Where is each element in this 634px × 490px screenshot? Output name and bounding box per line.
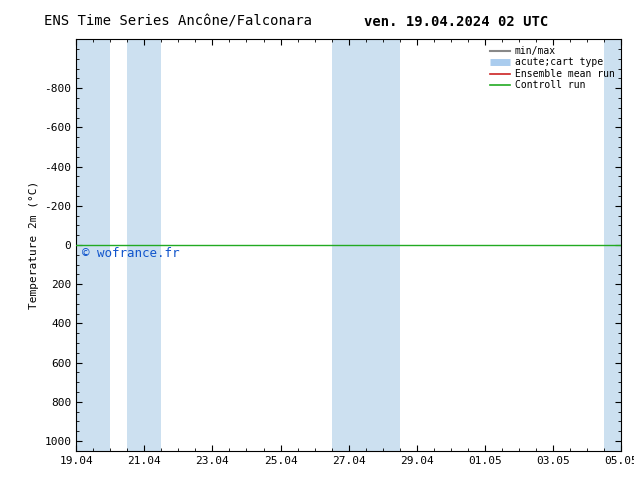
Bar (127, 39, 161, 451)
Bar (604, 39, 621, 451)
Text: ENS Time Series Ancône/Falconara: ENS Time Series Ancône/Falconara (44, 15, 311, 29)
Text: ven. 19.04.2024 02 UTC: ven. 19.04.2024 02 UTC (365, 15, 548, 29)
Bar (332, 39, 400, 451)
Text: © wofrance.fr: © wofrance.fr (82, 247, 179, 260)
Legend: min/max, acute;cart type, Ensemble mean run, Controll run: min/max, acute;cart type, Ensemble mean … (488, 44, 616, 92)
Y-axis label: Temperature 2m (°C): Temperature 2m (°C) (29, 181, 39, 309)
Bar (76, 39, 110, 451)
